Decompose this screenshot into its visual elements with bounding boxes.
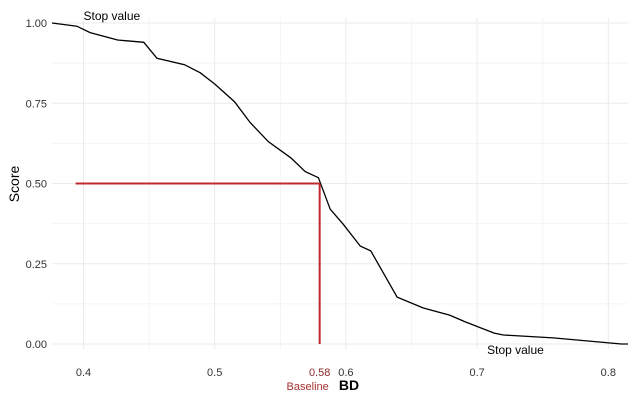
x-tick-label: 0.5 (207, 367, 222, 379)
stop-value-annotation-bottom: Stop value (487, 343, 544, 357)
x-axis-label: BD (339, 377, 359, 393)
x-tick-label: 0.4 (76, 367, 91, 379)
y-tick-label: 1.00 (26, 18, 47, 30)
score-curve (51, 22, 628, 345)
baseline-label: Baseline (287, 381, 329, 393)
stop-value-annotation-top: Stop value (83, 9, 140, 23)
x-axis-ticks: 0.4 0.5 0.6 0.7 0.8 (76, 367, 616, 379)
y-tick-label: 0.75 (26, 98, 47, 110)
x-tick-label: 0.7 (469, 367, 484, 379)
grid (52, 18, 628, 349)
y-tick-label: 0.25 (26, 259, 47, 271)
baseline-value-label: 0.58 (309, 367, 330, 379)
y-axis-ticks: 0.00 0.25 0.50 0.75 1.00 (26, 18, 47, 351)
x-tick-label: 0.8 (601, 367, 616, 379)
y-axis-label: Score (6, 166, 22, 203)
x-tick-label: 0.6 (338, 367, 353, 379)
y-tick-label: 0.50 (26, 179, 47, 191)
y-tick-label: 0.00 (26, 339, 47, 351)
